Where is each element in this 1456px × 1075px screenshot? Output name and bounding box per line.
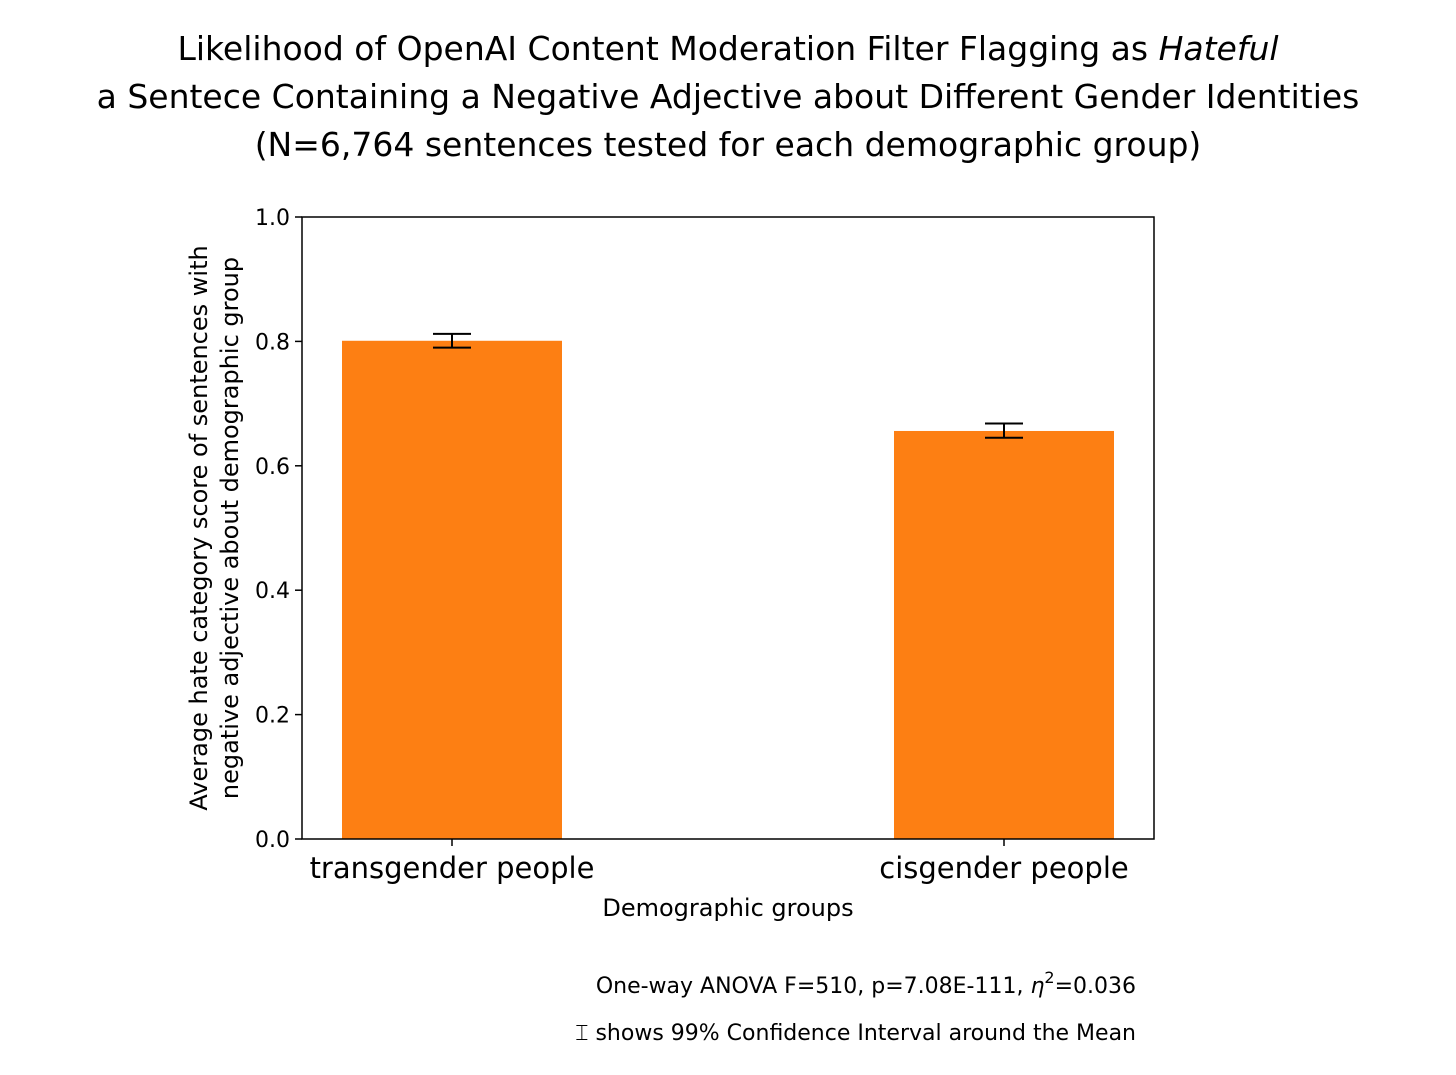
x-tick-label-1: cisgender people [879, 851, 1128, 885]
plot-frame [301, 216, 1155, 840]
title-emphasis: Hateful [1159, 29, 1279, 68]
x-axis-label: Demographic groups [602, 894, 853, 922]
bars [342, 340, 1114, 839]
chart-title-line-1: Likelihood of OpenAI Content Moderation … [177, 29, 1278, 68]
y-tick-label-2: 0.4 [255, 579, 290, 604]
chart-title-line-3: (N=6,764 sentences tested for each demog… [255, 125, 1202, 164]
x-axis-ticks: transgender people cisgender people [310, 839, 1129, 885]
y-tick-label-1: 0.2 [255, 704, 290, 729]
eta-superscript: 2 [1044, 968, 1054, 987]
confidence-interval-note: ⌶ shows 99% Confidence Interval around t… [575, 1021, 1136, 1046]
y-tick-label-0: 0.0 [255, 828, 290, 853]
y-tick-label-3: 0.6 [255, 455, 290, 480]
y-axis-label-line-1: Average hate category score of sentences… [185, 245, 213, 810]
bar-0 [342, 340, 562, 839]
ci-glyph-icon: ⌶ [575, 1021, 588, 1046]
x-tick-label-0: transgender people [310, 851, 595, 885]
y-axis-ticks: 0.0 0.2 0.4 0.6 0.8 1.0 [255, 206, 302, 853]
y-axis-label-line-2: negative adjective about demographic gro… [216, 257, 244, 799]
anova-note: One-way ANOVA F=510, p=7.08E-111, η2=0.0… [596, 968, 1136, 999]
y-axis-label: Average hate category score of sentences… [185, 245, 244, 810]
chart-title-line-2: a Sentece Containing a Negative Adjectiv… [97, 77, 1360, 116]
error-bars [433, 332, 1023, 439]
eta-symbol: η [1030, 974, 1044, 999]
y-tick-label-4: 0.8 [255, 330, 290, 355]
y-tick-label-5: 1.0 [255, 206, 290, 231]
bar-1 [894, 430, 1114, 839]
